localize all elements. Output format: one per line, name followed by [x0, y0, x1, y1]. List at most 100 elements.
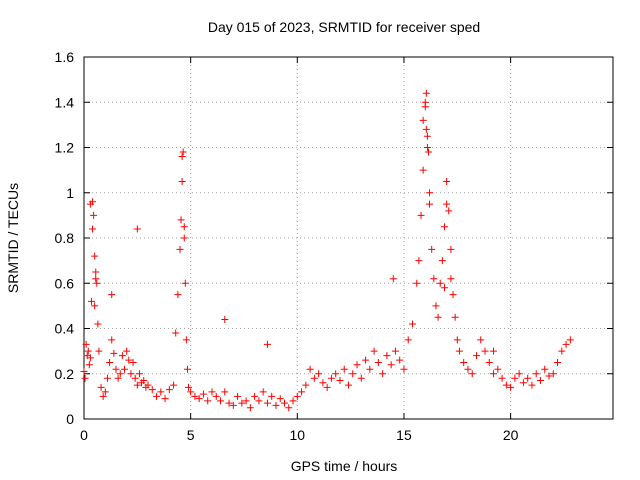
data-point	[545, 372, 553, 380]
data-point	[276, 395, 284, 403]
data-point	[165, 386, 173, 394]
data-point	[85, 361, 93, 369]
data-point	[80, 367, 88, 375]
data-point	[383, 352, 391, 360]
data-point	[374, 358, 382, 366]
data-point	[172, 329, 180, 337]
x-tick-label: 15	[396, 427, 412, 443]
data-point	[106, 358, 114, 366]
data-point	[170, 381, 178, 389]
data-point	[306, 365, 314, 373]
data-point	[94, 320, 102, 328]
data-point	[121, 365, 129, 373]
data-point	[221, 315, 229, 323]
data-point	[285, 404, 293, 412]
data-point	[562, 340, 570, 348]
data-point	[91, 252, 99, 260]
x-tick-label: 0	[80, 427, 88, 443]
data-point	[129, 358, 137, 366]
data-point	[477, 336, 485, 344]
data-point	[349, 370, 357, 378]
y-tick-label: 1.2	[55, 140, 75, 156]
y-tick-label: 0.2	[55, 366, 75, 382]
data-point	[524, 374, 532, 382]
data-point	[125, 356, 133, 364]
grid-lines	[84, 57, 613, 419]
data-point	[468, 370, 476, 378]
data-point	[430, 275, 438, 283]
data-point	[140, 377, 148, 385]
data-point	[199, 390, 207, 398]
data-point	[187, 388, 195, 396]
data-point	[340, 365, 348, 373]
data-point	[180, 223, 188, 231]
data-point	[123, 347, 131, 355]
data-point	[472, 352, 480, 360]
y-tick-label: 0.4	[55, 321, 75, 337]
data-point	[440, 223, 448, 231]
data-point	[490, 370, 498, 378]
data-point	[541, 365, 549, 373]
data-point	[127, 370, 135, 378]
data-point	[229, 401, 237, 409]
data-point	[532, 370, 540, 378]
data-point	[268, 392, 276, 400]
data-point	[447, 245, 455, 253]
data-point	[112, 365, 120, 373]
x-tick-label: 10	[290, 427, 306, 443]
data-point	[423, 144, 431, 151]
data-point	[108, 336, 116, 344]
data-point	[116, 370, 124, 378]
data-point	[92, 275, 100, 283]
data-point	[345, 381, 352, 389]
data-point	[181, 279, 189, 287]
data-point	[460, 358, 468, 366]
data-point	[502, 381, 510, 389]
data-point	[528, 381, 536, 389]
data-point	[114, 374, 122, 382]
data-point	[443, 200, 451, 208]
data-point	[89, 225, 97, 233]
data-point	[263, 340, 271, 348]
data-point	[255, 397, 263, 405]
data-point	[281, 399, 289, 407]
data-point	[455, 347, 463, 355]
y-tick-label: 0.6	[55, 275, 75, 291]
data-point	[293, 392, 301, 400]
data-point	[97, 383, 105, 391]
data-point	[133, 381, 141, 389]
data-point	[404, 336, 412, 344]
data-point	[91, 302, 99, 310]
data-point	[536, 377, 544, 385]
data-point	[108, 291, 116, 299]
data-point	[515, 370, 523, 378]
x-tick-label: 20	[503, 427, 519, 443]
data-point	[182, 336, 190, 344]
data-point	[195, 395, 203, 403]
data-point	[558, 347, 566, 355]
data-point	[485, 358, 493, 366]
data-point	[443, 177, 451, 185]
data-point	[144, 381, 152, 389]
data-point	[90, 211, 98, 219]
data-point	[157, 388, 165, 396]
data-point	[183, 365, 191, 373]
data-points	[80, 89, 574, 412]
data-point	[379, 370, 387, 378]
data-point	[95, 347, 103, 355]
data-point	[93, 279, 101, 287]
data-point	[391, 347, 399, 355]
data-point	[438, 257, 446, 265]
data-point	[176, 245, 184, 253]
data-point	[408, 320, 416, 328]
data-point	[511, 374, 519, 382]
y-tick-label: 1.6	[55, 49, 75, 65]
y-tick-label: 0	[66, 411, 74, 427]
data-point	[440, 284, 448, 292]
data-point	[110, 349, 118, 357]
data-point	[178, 153, 186, 161]
data-point	[251, 392, 259, 400]
data-point	[336, 377, 344, 385]
data-point	[332, 370, 340, 378]
